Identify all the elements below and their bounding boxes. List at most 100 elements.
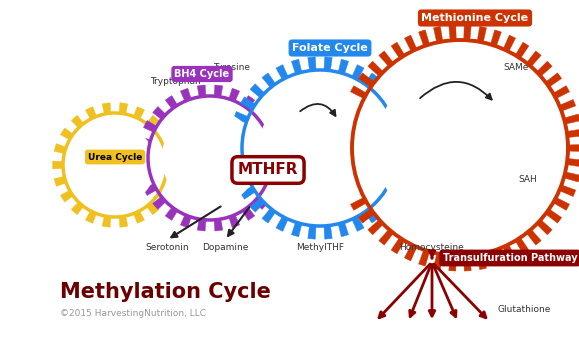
Polygon shape xyxy=(396,127,411,137)
Polygon shape xyxy=(391,238,405,254)
Text: MTHFR: MTHFR xyxy=(238,163,298,177)
Polygon shape xyxy=(71,202,83,215)
Polygon shape xyxy=(324,225,332,239)
Polygon shape xyxy=(60,128,73,140)
Polygon shape xyxy=(419,250,430,266)
Polygon shape xyxy=(153,106,166,119)
Polygon shape xyxy=(391,42,405,58)
Polygon shape xyxy=(515,238,529,254)
Polygon shape xyxy=(308,225,316,239)
Polygon shape xyxy=(398,144,411,152)
Polygon shape xyxy=(434,253,443,270)
Polygon shape xyxy=(250,198,265,212)
Polygon shape xyxy=(229,88,240,101)
Polygon shape xyxy=(233,173,248,184)
Ellipse shape xyxy=(63,113,167,217)
Text: ©2015 HarvestingNutrition, LLC: ©2015 HarvestingNutrition, LLC xyxy=(60,309,206,318)
Polygon shape xyxy=(134,211,145,223)
Polygon shape xyxy=(350,86,367,99)
Polygon shape xyxy=(272,154,283,162)
Polygon shape xyxy=(379,51,394,67)
Text: Serotonin: Serotonin xyxy=(145,244,189,253)
Polygon shape xyxy=(262,73,276,88)
Text: Dopamine: Dopamine xyxy=(202,244,248,253)
Polygon shape xyxy=(477,26,486,42)
Polygon shape xyxy=(434,26,443,42)
Polygon shape xyxy=(384,186,400,199)
Polygon shape xyxy=(391,173,406,184)
Text: Glutathione: Glutathione xyxy=(497,306,551,315)
Polygon shape xyxy=(568,144,579,151)
Polygon shape xyxy=(340,172,356,182)
Polygon shape xyxy=(545,209,562,223)
Polygon shape xyxy=(291,222,302,237)
Polygon shape xyxy=(144,120,157,132)
Polygon shape xyxy=(324,57,332,71)
Polygon shape xyxy=(352,65,364,80)
Polygon shape xyxy=(262,208,276,223)
Polygon shape xyxy=(391,111,406,123)
Polygon shape xyxy=(167,161,177,169)
Polygon shape xyxy=(157,128,170,140)
Polygon shape xyxy=(337,144,352,151)
Polygon shape xyxy=(358,209,375,223)
Text: MethylTHF: MethylTHF xyxy=(296,244,344,253)
Polygon shape xyxy=(368,220,383,235)
Polygon shape xyxy=(165,96,178,109)
Polygon shape xyxy=(464,255,471,271)
Text: Methionine Cycle: Methionine Cycle xyxy=(422,13,529,23)
Polygon shape xyxy=(545,73,562,87)
Polygon shape xyxy=(138,137,151,147)
Polygon shape xyxy=(181,215,191,228)
Ellipse shape xyxy=(352,40,568,256)
Polygon shape xyxy=(345,100,361,111)
Polygon shape xyxy=(214,219,223,231)
Text: Tryptophan: Tryptophan xyxy=(149,78,200,87)
Polygon shape xyxy=(269,137,282,147)
Polygon shape xyxy=(564,114,579,124)
Polygon shape xyxy=(368,61,383,76)
Polygon shape xyxy=(559,185,576,197)
Text: m: m xyxy=(481,155,519,193)
Polygon shape xyxy=(345,185,361,197)
Polygon shape xyxy=(243,96,255,109)
Text: Methylation Cycle: Methylation Cycle xyxy=(60,282,271,302)
Polygon shape xyxy=(464,25,471,40)
Polygon shape xyxy=(338,158,353,167)
Text: SAMe: SAMe xyxy=(503,63,529,72)
Polygon shape xyxy=(567,129,579,137)
Ellipse shape xyxy=(376,64,544,232)
Polygon shape xyxy=(240,97,255,110)
Polygon shape xyxy=(375,198,390,212)
Polygon shape xyxy=(358,73,375,87)
Polygon shape xyxy=(230,127,244,137)
Polygon shape xyxy=(449,255,456,271)
Polygon shape xyxy=(164,176,176,187)
Polygon shape xyxy=(137,154,148,162)
Polygon shape xyxy=(338,59,349,74)
Polygon shape xyxy=(276,216,288,231)
Polygon shape xyxy=(197,85,206,97)
Polygon shape xyxy=(119,103,128,114)
Ellipse shape xyxy=(242,70,398,226)
Polygon shape xyxy=(364,208,378,223)
Polygon shape xyxy=(526,51,541,67)
Polygon shape xyxy=(229,144,242,152)
Polygon shape xyxy=(375,84,390,98)
Polygon shape xyxy=(379,229,394,245)
Polygon shape xyxy=(263,120,277,132)
Polygon shape xyxy=(553,86,570,99)
Polygon shape xyxy=(364,73,378,88)
Polygon shape xyxy=(157,190,170,202)
Polygon shape xyxy=(559,100,576,111)
Polygon shape xyxy=(276,65,288,80)
Polygon shape xyxy=(537,61,552,76)
Polygon shape xyxy=(567,158,579,167)
Polygon shape xyxy=(164,144,176,153)
Polygon shape xyxy=(86,107,97,119)
Ellipse shape xyxy=(162,110,258,206)
Polygon shape xyxy=(503,244,515,261)
Polygon shape xyxy=(405,244,417,261)
Polygon shape xyxy=(449,25,456,40)
Polygon shape xyxy=(490,250,501,266)
